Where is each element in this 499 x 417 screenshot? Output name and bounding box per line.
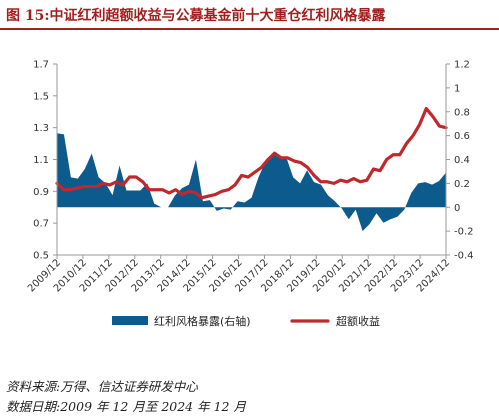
left-tick-label: 1.1 (33, 155, 49, 166)
right-tick-label: 0.4 (454, 155, 470, 166)
right-tick-label: 1.2 (454, 60, 470, 71)
legend: 红利风格暴露(右轴) 超额收益 (112, 314, 380, 328)
source-note: 资料来源:万得、信达证券研发中心 (6, 379, 198, 394)
right-tick-label: 0.6 (454, 131, 470, 142)
title-bar: 图 15:中证红利超额收益与公募基金前十大重仓红利风格暴露 (0, 0, 499, 30)
chart-title: 图 15:中证红利超额收益与公募基金前十大重仓红利风格暴露 (6, 8, 386, 24)
right-tick-label: 0 (454, 203, 460, 214)
right-tick-label: 0.8 (454, 107, 470, 118)
axes: 0.5 0.7 0.9 1.1 1.3 1.5 1.7 -0.4 -0.2 0 0.2 0.4 0.6 0… (26, 60, 474, 295)
left-tick-label: 1.5 (33, 91, 49, 102)
legend-label-area: 红利风格暴露(右轴) (154, 314, 251, 328)
right-tick-label: 1 (454, 83, 460, 94)
plot-area (55, 106, 448, 232)
legend-label-line: 超额收益 (336, 314, 380, 328)
left-tick-label: 1.3 (33, 123, 49, 134)
right-tick-label: -0.2 (454, 227, 474, 238)
left-tick-label: 0.9 (33, 187, 49, 198)
series-line-excess-return (55, 106, 448, 200)
left-tick-label: 0.5 (33, 251, 49, 262)
right-tick-label: 0.2 (454, 179, 470, 190)
left-tick-label: 0.7 (33, 219, 49, 230)
left-tick-label: 1.7 (33, 60, 49, 71)
right-tick-label: -0.4 (454, 251, 474, 262)
legend-swatch-area (112, 316, 148, 325)
series-area-dividend-exposure (57, 133, 446, 232)
date-note: 数据日期:2009 年 12 月至 2024 年 12 月 (6, 399, 246, 414)
chart: 0.5 0.7 0.9 1.1 1.3 1.5 1.7 -0.4 -0.2 0 0.2 0.4 0.6 0… (26, 60, 474, 329)
